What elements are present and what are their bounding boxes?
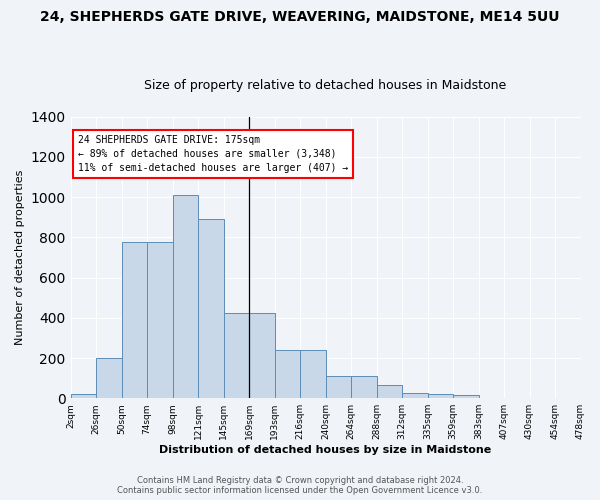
Bar [96,358,122,398]
Bar [326,376,351,398]
Bar [377,384,402,398]
X-axis label: Distribution of detached houses by size in Maidstone: Distribution of detached houses by size … [160,445,491,455]
Bar [198,220,224,398]
Bar [351,376,377,398]
Bar [224,313,249,398]
Text: Contains HM Land Registry data © Crown copyright and database right 2024.
Contai: Contains HM Land Registry data © Crown c… [118,476,482,495]
Text: 24 SHEPHERDS GATE DRIVE: 175sqm
← 89% of detached houses are smaller (3,348)
11%: 24 SHEPHERDS GATE DRIVE: 175sqm ← 89% of… [78,135,349,173]
Bar [249,313,275,398]
Bar [147,242,173,398]
Y-axis label: Number of detached properties: Number of detached properties [15,170,25,345]
Bar [453,395,479,398]
Bar [173,195,198,398]
Bar [275,350,300,398]
Text: 24, SHEPHERDS GATE DRIVE, WEAVERING, MAIDSTONE, ME14 5UU: 24, SHEPHERDS GATE DRIVE, WEAVERING, MAI… [40,10,560,24]
Bar [428,394,453,398]
Bar [300,350,326,398]
Bar [71,394,96,398]
Bar [122,242,147,398]
Title: Size of property relative to detached houses in Maidstone: Size of property relative to detached ho… [145,79,506,92]
Bar [402,393,428,398]
